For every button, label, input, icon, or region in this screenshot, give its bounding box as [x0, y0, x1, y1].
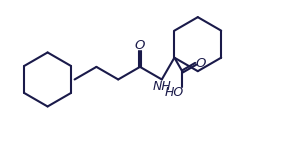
Text: HO: HO	[165, 86, 184, 99]
Text: O: O	[195, 57, 205, 70]
Text: NH: NH	[153, 80, 171, 93]
Text: O: O	[135, 39, 145, 52]
